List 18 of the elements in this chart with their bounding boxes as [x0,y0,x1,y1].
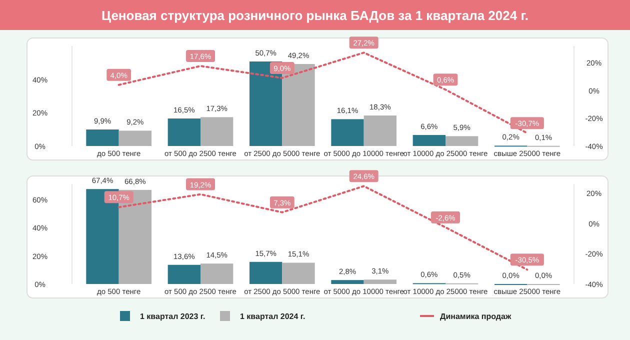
bar [331,119,364,146]
bar [168,118,200,146]
bar [200,264,234,284]
bar [250,262,282,284]
bar [118,130,152,146]
bar [364,116,396,146]
bar [446,136,478,146]
bar [412,135,446,146]
bar [200,117,234,146]
bar [168,264,200,284]
legend-label: 1 квартал 2023 г. [140,312,206,321]
bar [364,280,396,284]
legend-label: 1 квартал 2024 г. [240,312,306,321]
legend-label: Динамика продаж [440,312,512,321]
bar [331,280,364,284]
bar [282,262,315,284]
chart-title: Ценовая структура розничного рынка БАДов за 1 квартала 2024 г. [102,8,528,23]
bar [86,130,119,146]
